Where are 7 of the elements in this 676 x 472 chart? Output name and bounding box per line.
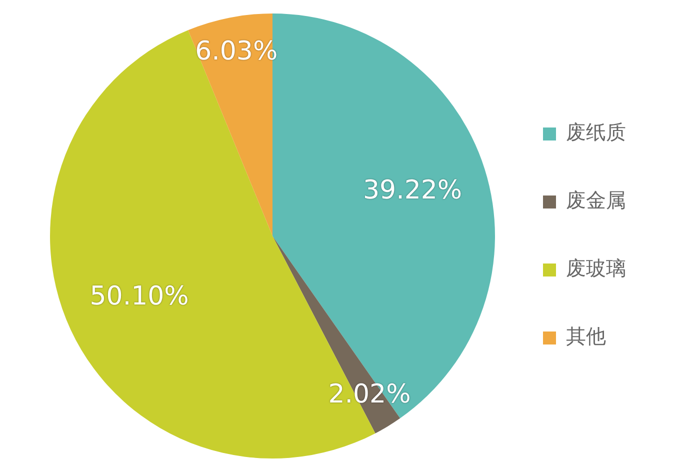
legend-label: 废纸质: [566, 120, 626, 144]
data-label: 2.02%: [328, 380, 411, 410]
legend-label: 废金属: [566, 188, 626, 212]
data-label: 50.10%: [90, 282, 189, 312]
data-label: 39.22%: [362, 176, 462, 206]
legend-label: 废玻璃: [566, 256, 626, 280]
legend-label: 其他: [566, 324, 606, 348]
